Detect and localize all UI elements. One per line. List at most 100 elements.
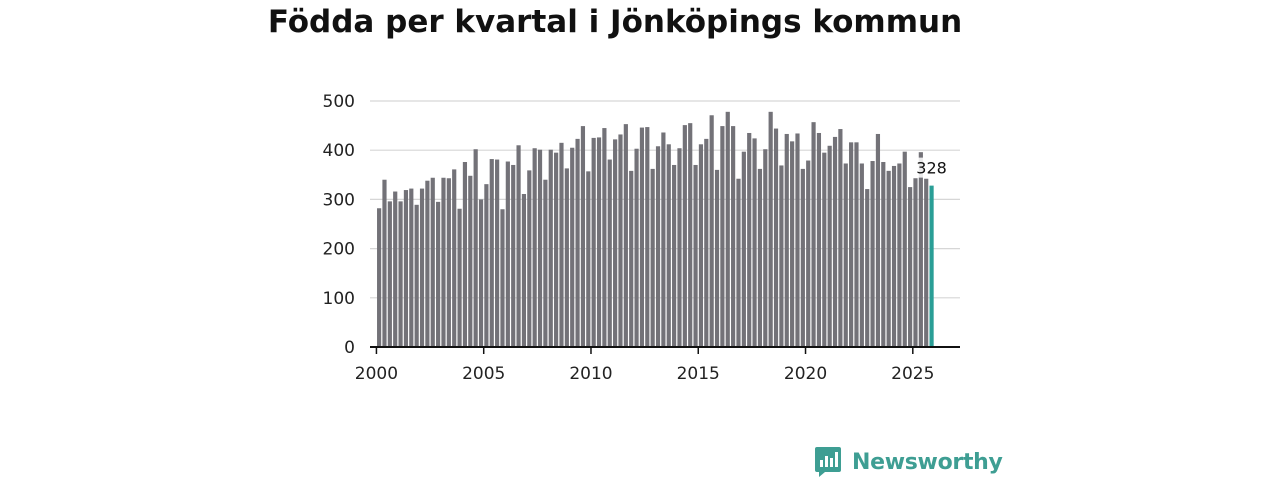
x-tick-label: 2005 bbox=[462, 364, 505, 384]
bar bbox=[811, 122, 816, 347]
bar bbox=[655, 146, 661, 347]
bar bbox=[634, 148, 639, 347]
bar bbox=[430, 177, 435, 347]
bar bbox=[704, 138, 709, 347]
bar bbox=[645, 127, 650, 348]
bar bbox=[564, 168, 569, 347]
bar bbox=[790, 141, 795, 347]
last-value-callout: 328 bbox=[915, 157, 950, 178]
bar bbox=[591, 137, 596, 347]
bar bbox=[865, 189, 870, 347]
x-tick-label: 2000 bbox=[355, 364, 398, 384]
bar-chart-speech-bubble-icon bbox=[815, 447, 841, 477]
last-value-label: 328 bbox=[916, 159, 947, 178]
bar bbox=[462, 162, 468, 347]
bar bbox=[623, 124, 628, 348]
bar bbox=[559, 142, 564, 347]
bar bbox=[521, 193, 527, 347]
bar bbox=[639, 127, 645, 348]
bar bbox=[918, 152, 923, 347]
bar bbox=[489, 159, 494, 347]
bar bbox=[398, 201, 403, 347]
bar bbox=[478, 199, 484, 347]
x-axis-ticks: 2000 2005 2010 2015 2020 2025 bbox=[355, 347, 934, 384]
bar bbox=[806, 160, 811, 347]
bar bbox=[924, 178, 929, 347]
bar bbox=[800, 168, 805, 347]
bar bbox=[419, 188, 425, 347]
bar bbox=[827, 145, 832, 347]
bar bbox=[886, 170, 891, 347]
bar bbox=[757, 168, 763, 347]
bar bbox=[403, 190, 409, 347]
bar bbox=[580, 126, 586, 347]
bar bbox=[870, 161, 875, 347]
brand-name: Newsworthy bbox=[852, 449, 1003, 475]
bar bbox=[822, 152, 827, 347]
bar bbox=[543, 179, 548, 347]
bar bbox=[414, 204, 419, 347]
bar bbox=[452, 169, 457, 347]
bar bbox=[736, 178, 741, 347]
bar bbox=[532, 148, 537, 347]
bar bbox=[731, 126, 736, 347]
y-tick-label: 300 bbox=[323, 190, 355, 210]
last-value-label-bg bbox=[915, 157, 950, 178]
bar bbox=[698, 144, 704, 347]
brand: Newsworthy bbox=[814, 445, 1003, 479]
bar-chart: 0 100 200 300 400 500 2000 2005 2010 2015 2020 202… bbox=[323, 92, 960, 384]
bar bbox=[382, 179, 387, 347]
bar bbox=[709, 115, 714, 347]
bar bbox=[554, 152, 559, 347]
bar bbox=[602, 128, 607, 347]
bar bbox=[377, 208, 382, 347]
bar bbox=[881, 162, 886, 347]
y-tick-label: 400 bbox=[323, 141, 355, 161]
bar bbox=[436, 201, 441, 347]
bar bbox=[613, 139, 618, 347]
bar bbox=[484, 184, 489, 347]
bar bbox=[693, 164, 698, 347]
y-tick-label: 200 bbox=[323, 240, 355, 260]
y-axis-ticks: 0 100 200 300 400 500 bbox=[323, 92, 355, 358]
x-tick-label: 2025 bbox=[891, 364, 934, 384]
bar bbox=[677, 148, 682, 347]
bar bbox=[387, 201, 392, 347]
bar bbox=[661, 132, 666, 347]
bar bbox=[457, 208, 462, 347]
bar bbox=[618, 134, 623, 347]
bar bbox=[891, 165, 897, 347]
bar bbox=[779, 165, 784, 347]
bar bbox=[473, 149, 478, 347]
x-tick-label: 2015 bbox=[677, 364, 720, 384]
bar bbox=[393, 191, 398, 347]
bar bbox=[425, 180, 430, 347]
bar bbox=[768, 111, 773, 347]
bar bbox=[688, 123, 693, 347]
bar bbox=[784, 133, 789, 347]
bar bbox=[714, 169, 720, 347]
bar bbox=[720, 126, 725, 347]
bar bbox=[832, 136, 838, 347]
bar bbox=[516, 145, 521, 347]
bar bbox=[913, 178, 918, 347]
y-tick-label: 0 bbox=[344, 338, 355, 358]
bar bbox=[747, 132, 752, 347]
bar bbox=[897, 163, 902, 347]
bar bbox=[537, 149, 543, 347]
bars bbox=[377, 111, 934, 348]
x-tick-label: 2020 bbox=[784, 364, 827, 384]
bar bbox=[849, 142, 854, 347]
bar bbox=[816, 132, 822, 347]
bar bbox=[725, 111, 730, 347]
bar bbox=[596, 137, 602, 347]
bar bbox=[500, 209, 505, 347]
bar bbox=[875, 133, 881, 347]
bar bbox=[548, 149, 553, 347]
bar bbox=[629, 170, 634, 347]
bar bbox=[854, 142, 859, 347]
x-tick-label: 2010 bbox=[569, 364, 612, 384]
bar bbox=[773, 128, 779, 347]
bar bbox=[468, 175, 473, 347]
bar bbox=[672, 164, 677, 347]
